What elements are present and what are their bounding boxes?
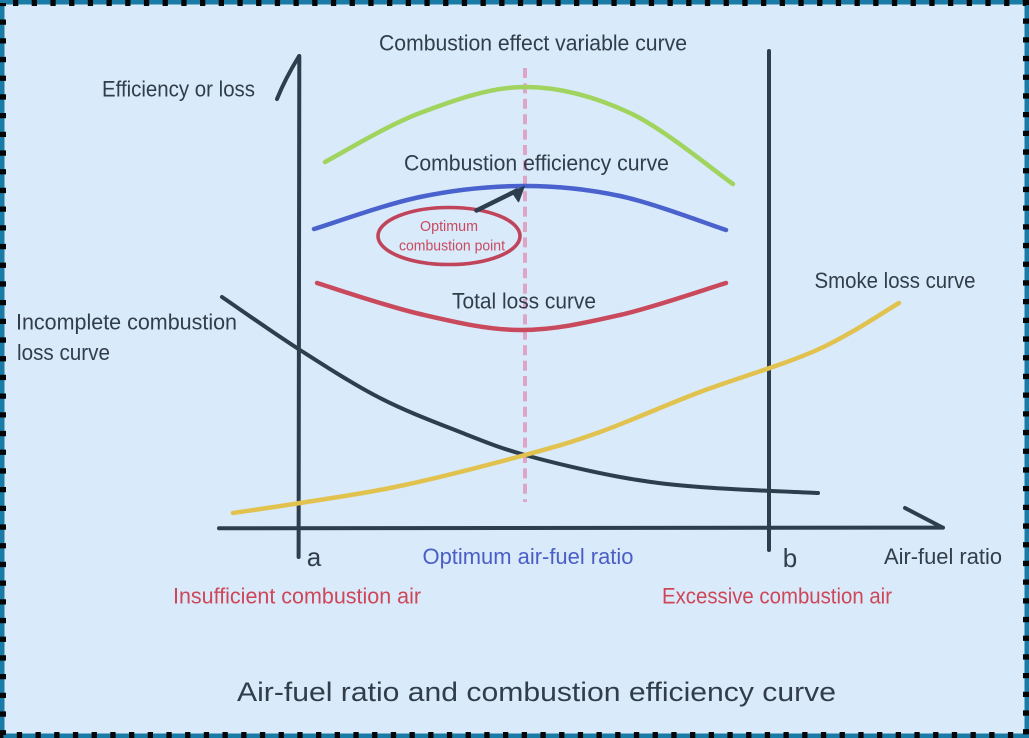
svg-text:a: a xyxy=(307,542,322,572)
svg-text:Incomplete combustion: Incomplete combustion xyxy=(16,309,237,334)
svg-text:Air-fuel ratio and combustion: Air-fuel ratio and combustion efficiency… xyxy=(237,677,836,707)
svg-text:Optimum: Optimum xyxy=(420,218,478,235)
svg-text:Air-fuel ratio: Air-fuel ratio xyxy=(884,544,1002,569)
svg-text:combustion point: combustion point xyxy=(399,238,506,255)
svg-text:Smoke loss curve: Smoke loss curve xyxy=(815,268,976,293)
svg-text:Insufficient combustion air: Insufficient combustion air xyxy=(173,584,421,609)
svg-text:Excessive combustion air: Excessive combustion air xyxy=(662,584,892,609)
svg-text:Optimum air-fuel ratio: Optimum air-fuel ratio xyxy=(423,544,634,569)
svg-text:loss curve: loss curve xyxy=(17,340,110,365)
svg-text:Combustion effect variable cur: Combustion effect variable curve xyxy=(379,31,687,56)
svg-text:Combustion efficiency curve: Combustion efficiency curve xyxy=(404,150,669,175)
svg-text:b: b xyxy=(783,543,797,573)
svg-text:Efficiency or loss: Efficiency or loss xyxy=(102,77,255,102)
svg-text:Total loss curve: Total loss curve xyxy=(452,288,596,313)
